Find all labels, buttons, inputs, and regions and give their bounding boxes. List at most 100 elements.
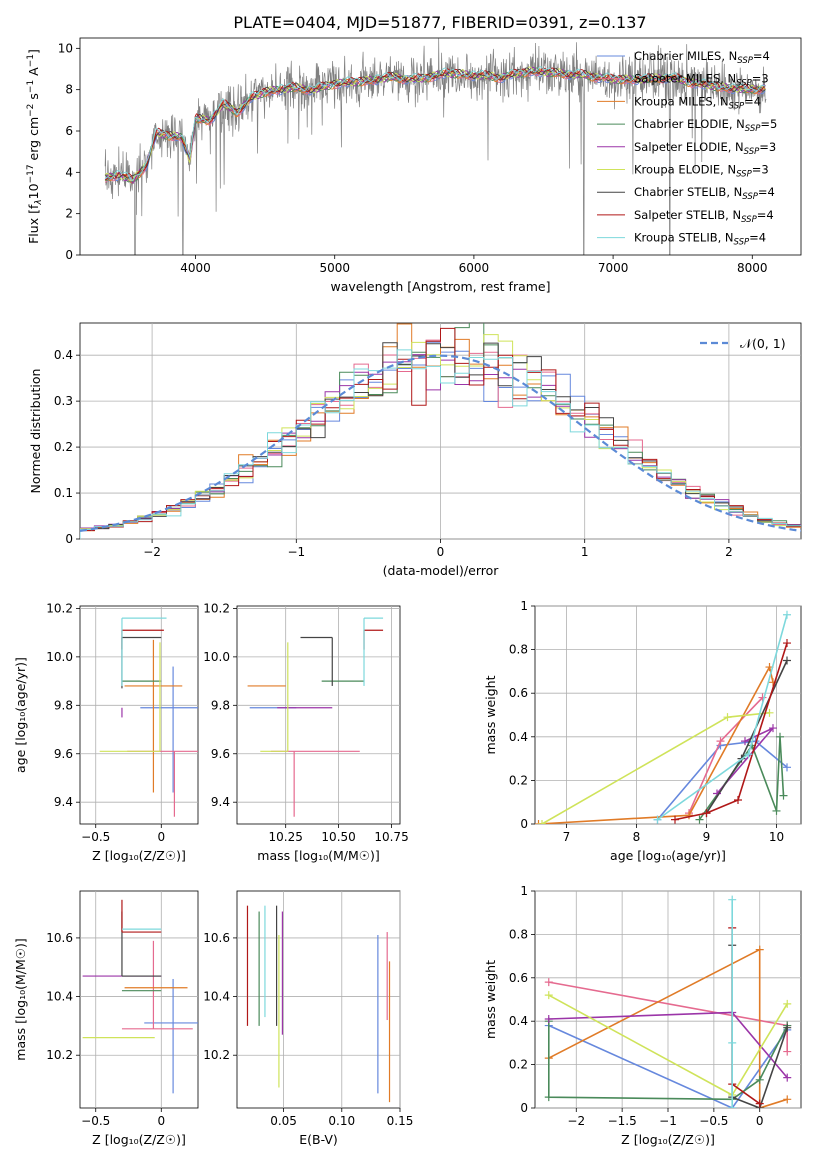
axes-frame	[79, 890, 199, 1109]
x-tick-label: 10.75	[374, 830, 408, 844]
plot-area	[544, 895, 792, 1108]
x-tick-label: 8	[633, 830, 641, 844]
legend-count: =4	[749, 231, 766, 245]
x-tick-label: 1	[581, 545, 589, 559]
y-tick-label: 10.4	[203, 990, 230, 1004]
y-axis-label: mass weight	[483, 675, 498, 754]
y-tick-label: 10.0	[203, 650, 230, 664]
x-axis-label: E(B-V)	[299, 1132, 338, 1147]
y-axis-label-part: A	[26, 67, 41, 80]
x-tick-label: −1	[659, 1114, 677, 1128]
legend-label: Chabrier STELIB, N	[634, 185, 742, 199]
data-point-marker	[544, 991, 553, 1000]
y-axis-label-part: −1	[26, 80, 36, 93]
series-chabrier-elodie	[698, 736, 785, 821]
y-tick-label: 0.2	[54, 440, 73, 454]
data-point-marker	[741, 737, 749, 746]
data-point-marker	[783, 656, 791, 665]
data-point-marker	[772, 806, 781, 815]
y-tick-label: 9.8	[54, 698, 73, 712]
axes-frame	[79, 605, 199, 825]
y-axis-label: Flux [fλ10−17 erg cm−2 s−1 A−1]	[26, 49, 44, 244]
data-point-marker	[783, 999, 792, 1008]
y-tick-label: 10	[58, 41, 73, 55]
legend-label: Salpeter STELIB, N	[634, 208, 741, 222]
x-tick-label: −1.5	[608, 1114, 637, 1128]
legend-count: =4	[753, 49, 770, 63]
x-axis-label: Z [log₁₀(Z/Z☉)]	[92, 1132, 186, 1147]
data-point-marker	[695, 815, 704, 824]
y-tick-label: 10.4	[46, 990, 73, 1004]
x-tick-label: 7000	[598, 261, 629, 275]
data-point-marker	[769, 724, 777, 733]
x-tick-label: 0	[157, 830, 165, 844]
x-tick-label: 0.05	[270, 1114, 297, 1128]
series-chabrier-miles	[656, 740, 788, 821]
data-point-marker	[769, 678, 777, 687]
data-point-marker	[538, 820, 546, 824]
y-tick-label: 1	[520, 884, 528, 898]
data-point-marker	[758, 693, 767, 702]
legend-entry: Kroupa ELODIE, NSSP=3	[634, 163, 769, 180]
plot-area	[247, 617, 384, 817]
data-point-marker	[776, 732, 784, 741]
legend-entry: Salpeter ELODIE, NSSP=3	[634, 140, 776, 157]
y-tick-label: 10.2	[46, 601, 73, 615]
legend-count: =3	[752, 72, 769, 86]
y-tick-label: 0	[520, 1101, 528, 1115]
legend-count: =3	[752, 163, 769, 177]
y-tick-label: 10.2	[46, 1048, 73, 1062]
x-tick-label: 0.10	[328, 1114, 355, 1128]
legend-entry: Salpeter MILES, NSSP=3	[634, 72, 769, 89]
y-tick-label: 1	[520, 599, 528, 613]
legend-subscript: SSP	[736, 79, 752, 89]
data-point-marker	[765, 708, 774, 717]
plot-area	[80, 323, 801, 539]
y-tick-label: 9.4	[54, 795, 73, 809]
data-point-marker	[734, 796, 742, 805]
y-tick-label: 8	[65, 83, 73, 97]
legend-entry: 𝒩(0, 1)	[740, 336, 786, 351]
x-tick-label: −2	[567, 1114, 585, 1128]
x-tick-label: 9	[703, 830, 711, 844]
y-tick-label: 9.4	[211, 795, 230, 809]
y-tick-label: 10.6	[46, 931, 73, 945]
axes-frame	[236, 605, 401, 825]
data-point-marker	[544, 978, 553, 987]
weight-vs-age-panel: 7 8 9 10 0 0.2 0.4 0.6 0.8 1 age [log₁₀(age/yr)] ma…	[483, 599, 802, 863]
series-salpeter-stelib	[674, 642, 788, 821]
x-tick-label: 7	[563, 830, 571, 844]
y-tick-label: 0	[65, 248, 73, 262]
legend-label: Kroupa MILES, N	[634, 94, 729, 108]
legend-label: Chabrier ELODIE, N	[634, 117, 745, 131]
y-tick-label: 0.3	[54, 394, 73, 408]
data-point-marker	[728, 895, 737, 904]
y-axis-label-part: −2	[26, 104, 36, 117]
histogram-kroupa-stelib	[80, 349, 801, 539]
legend-subscript: SSP	[742, 192, 758, 202]
y-tick-label: 6	[65, 124, 73, 138]
y-tick-label: 0.4	[54, 348, 73, 362]
plot-area	[535, 610, 791, 824]
residuals-panel: −2 −1 0 1 2 0 0.1 0.2 0.3 0.4 (data-model)/error No…	[28, 322, 802, 578]
model-spectrum-kroupa-elodie	[104, 66, 766, 182]
x-tick-label: 0	[157, 1114, 165, 1128]
y-axis-label: mass weight	[483, 960, 498, 1039]
x-axis-label: Z [log₁₀(Z/Z☉)]	[621, 1132, 715, 1147]
data-point-marker	[653, 815, 662, 824]
data-point-marker	[716, 737, 725, 746]
data-point-marker	[783, 1095, 792, 1104]
x-tick-label: 10.25	[269, 830, 303, 844]
y-axis-label-part: s	[26, 93, 41, 104]
y-tick-label: 9.6	[211, 747, 230, 761]
y-tick-label: 0.2	[509, 773, 528, 787]
legend-entry: Chabrier STELIB, NSSP=4	[634, 185, 775, 202]
data-point-marker	[755, 1099, 764, 1108]
legend-subscript: SSP	[745, 124, 761, 134]
plot-area	[104, 38, 767, 255]
plot-area	[99, 617, 198, 817]
x-axis-label: (data-model)/error	[383, 563, 500, 578]
y-axis-label: mass [log₁₀(M/M☉)]	[13, 938, 28, 1060]
y-tick-label: 10.2	[203, 1048, 230, 1062]
y-tick-label: 0.4	[509, 730, 528, 744]
